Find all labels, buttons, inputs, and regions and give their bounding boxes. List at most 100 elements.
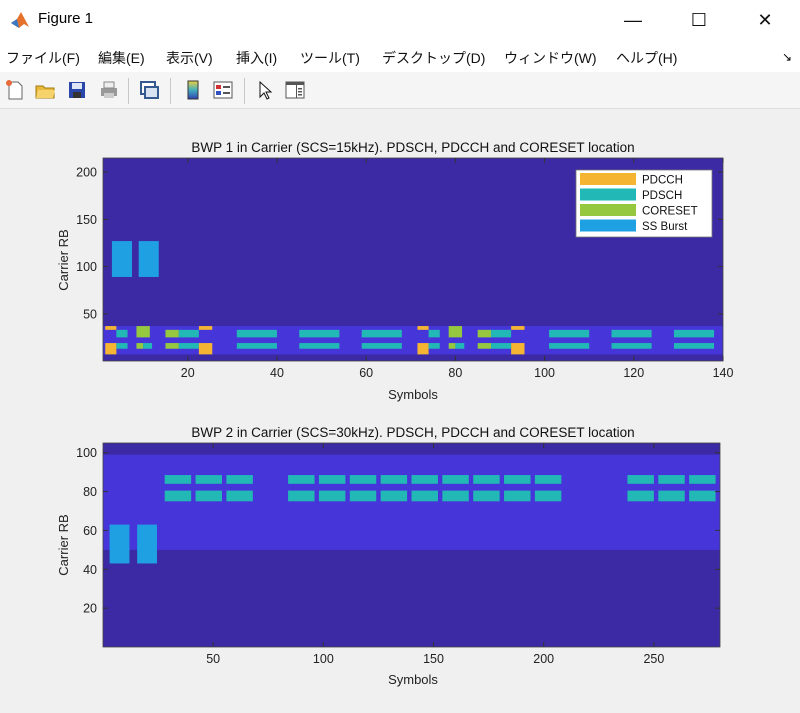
x-tick-label: 60 bbox=[359, 366, 373, 380]
x-axis-label-1: Symbols bbox=[388, 387, 438, 402]
dock-arrow-icon[interactable]: ↘ bbox=[781, 50, 792, 64]
pdsch-region bbox=[299, 329, 340, 338]
pdsch-region bbox=[504, 490, 531, 502]
pdsch-region bbox=[236, 343, 277, 349]
save-icon[interactable] bbox=[66, 79, 88, 101]
x-tick-label: 100 bbox=[534, 366, 555, 380]
y-tick-label: 60 bbox=[83, 524, 97, 538]
y-tick-label: 100 bbox=[76, 446, 97, 460]
pdsch-region bbox=[226, 475, 253, 484]
pdsch-region bbox=[473, 490, 500, 502]
menu-help[interactable]: ヘルプ(H) bbox=[616, 50, 678, 66]
menu-tools[interactable]: ツール(T) bbox=[300, 50, 360, 66]
x-tick-label: 100 bbox=[313, 652, 334, 666]
new-figure-icon[interactable] bbox=[4, 79, 26, 101]
colorbar-icon[interactable] bbox=[182, 79, 204, 101]
coreset-region bbox=[477, 329, 492, 338]
title-bar: Figure 1 — ☐ ✕ bbox=[0, 0, 800, 40]
ss-burst-region bbox=[138, 241, 159, 277]
pdsch-region bbox=[689, 475, 716, 484]
pdsch-region bbox=[288, 490, 315, 502]
x-tick-label: 80 bbox=[448, 366, 462, 380]
pdsch-region bbox=[673, 329, 715, 338]
toolbar bbox=[0, 72, 800, 109]
legend-label: CORESET bbox=[642, 206, 698, 218]
legend-swatch bbox=[580, 219, 636, 232]
open-file-icon[interactable] bbox=[34, 79, 56, 101]
pdsch-region bbox=[299, 343, 340, 349]
x-tick-label: 20 bbox=[181, 366, 195, 380]
pdcch-region bbox=[417, 343, 429, 355]
pdsch-region bbox=[455, 343, 465, 349]
menu-edit[interactable]: 編集(E) bbox=[98, 50, 145, 66]
pdsch-region bbox=[491, 329, 512, 338]
x-tick-label: 200 bbox=[533, 652, 554, 666]
pdsch-region bbox=[195, 475, 222, 484]
maximize-button[interactable]: ☐ bbox=[690, 9, 708, 30]
x-tick-label: 140 bbox=[713, 366, 734, 380]
pdsch-region bbox=[491, 343, 512, 349]
pdsch-region bbox=[288, 475, 315, 484]
coreset-region bbox=[448, 326, 463, 338]
pdsch-region bbox=[689, 490, 716, 502]
menu-file[interactable]: ファイル(F) bbox=[6, 50, 80, 66]
pdsch-region bbox=[178, 343, 199, 349]
link-plot-icon[interactable] bbox=[138, 79, 160, 101]
pdsch-region bbox=[380, 475, 408, 484]
pdsch-region bbox=[236, 329, 277, 338]
pdsch-region bbox=[658, 490, 685, 502]
legend-label: PDCCH bbox=[642, 175, 683, 187]
legend-swatch bbox=[580, 173, 636, 185]
y-tick-label: 200 bbox=[76, 166, 97, 180]
pdsch-region bbox=[658, 475, 685, 484]
pdsch-region bbox=[361, 329, 402, 338]
pdsch-region bbox=[349, 490, 377, 502]
pdsch-region bbox=[195, 490, 222, 502]
pdsch-region bbox=[164, 490, 192, 502]
pdsch-region bbox=[549, 343, 590, 349]
ss-burst-region bbox=[111, 241, 132, 277]
legend-label: PDSCH bbox=[642, 190, 682, 202]
pdcch-region bbox=[417, 326, 429, 330]
pdsch-region bbox=[164, 475, 192, 484]
x-tick-label: 50 bbox=[206, 652, 220, 666]
x-tick-label: 150 bbox=[423, 652, 444, 666]
coreset-region bbox=[448, 343, 456, 349]
coreset-region bbox=[136, 343, 144, 349]
menu-view[interactable]: 表示(V) bbox=[166, 50, 213, 66]
pdsch-region bbox=[318, 475, 346, 484]
ss-burst-region bbox=[109, 524, 130, 564]
menu-insert[interactable]: 挿入(I) bbox=[236, 50, 278, 66]
pdsch-region bbox=[428, 329, 440, 338]
bwp-region bbox=[103, 454, 720, 550]
pdcch-region bbox=[105, 326, 117, 330]
pdsch-region bbox=[143, 343, 153, 349]
y-tick-label: 80 bbox=[83, 485, 97, 499]
minimize-button[interactable]: — bbox=[624, 9, 642, 30]
close-button[interactable]: ✕ bbox=[757, 9, 773, 30]
legend[interactable]: PDCCH PDSCH CORESET SS Burst bbox=[575, 169, 713, 238]
pdsch-region bbox=[178, 329, 199, 338]
property-inspector-icon[interactable] bbox=[284, 79, 306, 101]
x-tick-label: 250 bbox=[643, 652, 664, 666]
pdsch-region bbox=[534, 475, 562, 484]
y-tick-label: 150 bbox=[76, 213, 97, 227]
toolbar-separator bbox=[170, 78, 171, 104]
pointer-icon[interactable] bbox=[254, 79, 276, 101]
y-tick-label: 50 bbox=[83, 307, 97, 321]
menu-bar: ファイル(F) 編集(E) 表示(V) 挿入(I) ツール(T) デスクトップ(… bbox=[0, 40, 800, 72]
pdsch-region bbox=[627, 475, 654, 484]
pdsch-region bbox=[611, 329, 652, 338]
legend-label: SS Burst bbox=[642, 221, 688, 233]
pdcch-region bbox=[198, 326, 213, 330]
menu-window[interactable]: ウィンドウ(W) bbox=[504, 50, 597, 66]
pdsch-region bbox=[349, 475, 377, 484]
legend-icon[interactable] bbox=[212, 79, 234, 101]
pdsch-region bbox=[411, 490, 438, 502]
axes-frame bbox=[102, 157, 724, 362]
menu-desktop[interactable]: デスクトップ(D) bbox=[382, 50, 486, 66]
pdsch-region bbox=[442, 475, 469, 484]
coreset-region bbox=[477, 343, 492, 349]
print-icon[interactable] bbox=[98, 79, 120, 101]
coreset-region bbox=[165, 329, 179, 338]
